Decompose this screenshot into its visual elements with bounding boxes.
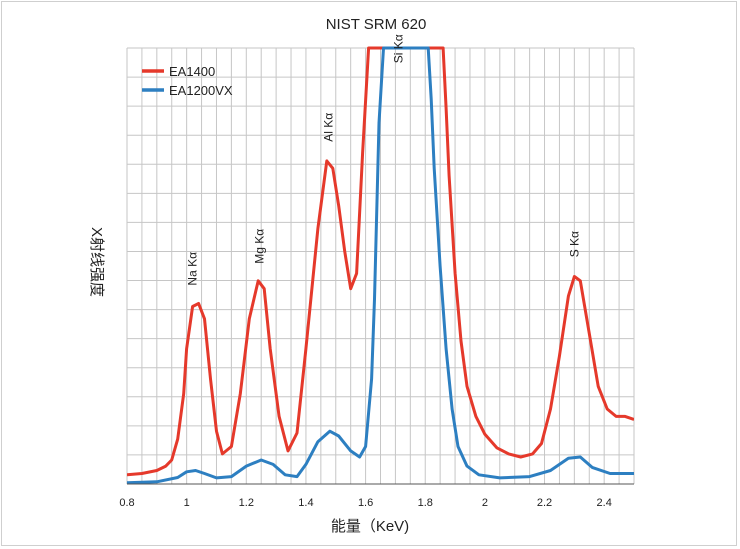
peak-label: Al Kα xyxy=(321,113,335,142)
legend: EA1400 EA1200VX xyxy=(142,64,233,98)
x-tick-label: 2.2 xyxy=(537,497,552,509)
x-tick-label: 1.4 xyxy=(298,497,313,509)
x-axis-label: 能量（KeV) xyxy=(331,518,409,535)
y-axis-label: X射线强度 xyxy=(88,227,105,297)
x-tick-label: 2.4 xyxy=(597,497,612,509)
x-tick-label: 0.8 xyxy=(119,497,134,509)
series-line-ea1400 xyxy=(127,46,634,477)
peak-label: Si Kα xyxy=(391,34,405,63)
x-tick-label: 2 xyxy=(482,497,488,509)
x-tick-label: 1.8 xyxy=(418,497,433,509)
series-layer xyxy=(127,46,634,485)
chart-title: NIST SRM 620 xyxy=(326,16,427,33)
x-tick-label: 1 xyxy=(184,497,190,509)
x-tick-label: 1.2 xyxy=(239,497,254,509)
peak-label: Mg Kα xyxy=(253,229,267,264)
peak-label: S Kα xyxy=(567,231,581,257)
x-tick-label: 1.6 xyxy=(358,497,373,509)
legend-label-ea1200vx: EA1200VX xyxy=(169,83,233,98)
legend-label-ea1400: EA1400 xyxy=(169,64,215,79)
peak-label: Na Kα xyxy=(186,252,200,286)
series-line-ea1200vx xyxy=(127,46,634,485)
x-axis: 0.8 1 1.2 1.4 1.6 1.8 2 2.2 2.4 xyxy=(119,483,634,509)
peak-annotations: Na Kα Mg Kα Al Kα Si Kα S Kα xyxy=(186,34,582,285)
